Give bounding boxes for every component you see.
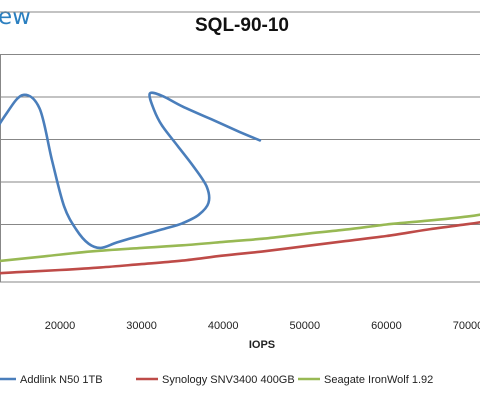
x-tick-label: 40000 xyxy=(208,320,239,332)
legend-label: Seagate IronWolf 1.92 xyxy=(324,374,433,386)
x-axis-title: IOPS xyxy=(249,339,275,351)
x-tick-label: 70000 xyxy=(453,320,480,332)
series-line-2 xyxy=(0,213,480,263)
x-tick-label: 20000 xyxy=(45,320,76,332)
series-line-1 xyxy=(0,220,480,275)
x-tick-label: 50000 xyxy=(290,320,321,332)
legend-label: Synology SNV3400 400GB xyxy=(162,374,295,386)
x-tick-label: 60000 xyxy=(371,320,402,332)
series-lines xyxy=(0,91,480,275)
axes xyxy=(0,54,480,283)
series-line-0 xyxy=(0,91,262,250)
chart-title: SQL-90-10 xyxy=(195,15,289,36)
x-tick-labels: 20000 30000 40000 50000 60000 70000 xyxy=(45,320,480,332)
gridlines xyxy=(0,11,480,225)
legend: Addlink N50 1TB Synology SNV3400 400GB Sea… xyxy=(0,374,433,386)
x-tick-label: 30000 xyxy=(126,320,157,332)
legend-label: Addlink N50 1TB xyxy=(20,374,103,386)
brand-logo-text: ew xyxy=(0,4,31,30)
